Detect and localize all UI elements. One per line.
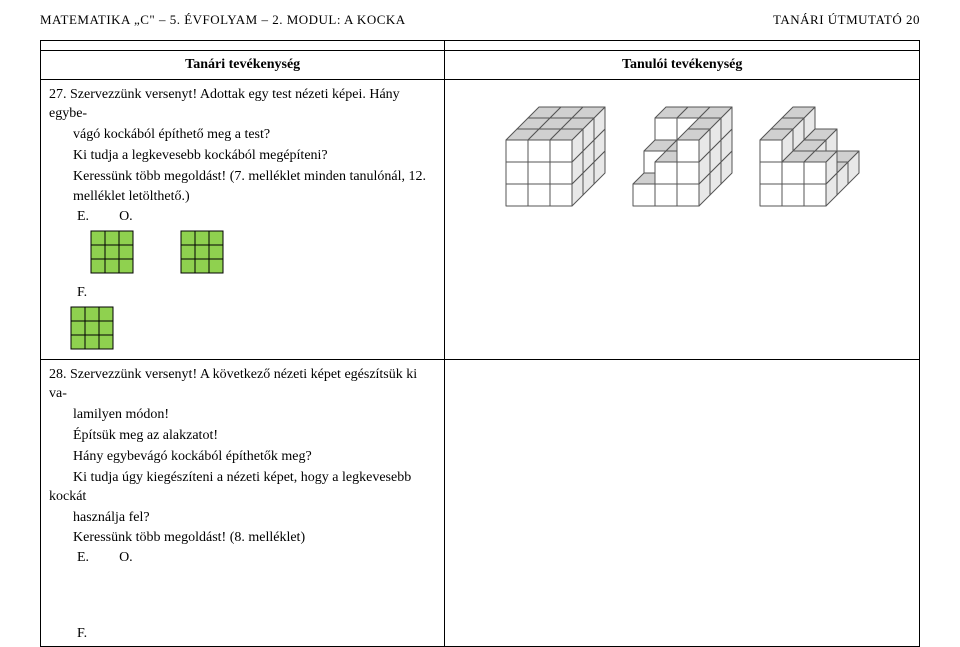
activity-28-student: [445, 360, 920, 647]
col-header-teacher: Tanári tevékenység: [41, 51, 445, 80]
cube-figure-2: [628, 92, 737, 211]
header-left: MATEMATIKA „C" – 5. ÉVFOLYAM – 2. MODUL:…: [40, 12, 406, 28]
a27-l2: vágó kockából építhető meg a test?: [49, 126, 436, 145]
a28-labelE: E.: [77, 550, 89, 566]
header-right: TANÁRI ÚTMUTATÓ 20: [773, 12, 920, 28]
a27-l3: Ki tudja a legkevesebb kockából megépíte…: [49, 147, 436, 166]
a28-l7: Keressünk több megoldást! (8. melléklet): [49, 529, 436, 548]
activity-28-teacher: 28. Szervezzünk versenyt! A következő né…: [41, 360, 445, 647]
col-header-student: Tanulói tevékenység: [445, 51, 920, 80]
a28-labelO: O.: [119, 550, 133, 566]
a27-labelO: O.: [119, 209, 133, 225]
a27-l5: melléklet letölthető.): [49, 188, 436, 207]
cube-figure-1: [501, 92, 610, 211]
a28-l4: Hány egybevágó kockából építhetők meg?: [49, 448, 436, 467]
a28-l2: lamilyen módon!: [49, 406, 436, 425]
activity-27-teacher: 27. Szervezzünk versenyt! Adottak egy te…: [41, 80, 445, 360]
a28-labelF: F.: [77, 626, 87, 641]
a27-labelF: F.: [77, 285, 87, 300]
grid-27-F: [69, 305, 115, 351]
cube-figure-3: [755, 92, 864, 211]
a28-l5: Ki tudja úgy kiegészíteni a nézeti képet…: [49, 469, 436, 507]
activity-table: Tanári tevékenység Tanulói tevékenység 2…: [40, 40, 920, 647]
a28-l3: Építsük meg az alakzatot!: [49, 427, 436, 446]
grid-27-O: [179, 229, 225, 275]
a28-l6: használja fel?: [49, 509, 436, 528]
a27-l4: Keressünk több megoldást! (7. melléklet …: [49, 168, 436, 187]
activity-27-student: [445, 80, 920, 360]
a27-l1: 27. Szervezzünk versenyt! Adottak egy te…: [49, 86, 436, 124]
a28-l1: 28. Szervezzünk versenyt! A következő né…: [49, 366, 436, 404]
a27-labelE: E.: [77, 209, 89, 225]
grid-27-E: [89, 229, 135, 275]
